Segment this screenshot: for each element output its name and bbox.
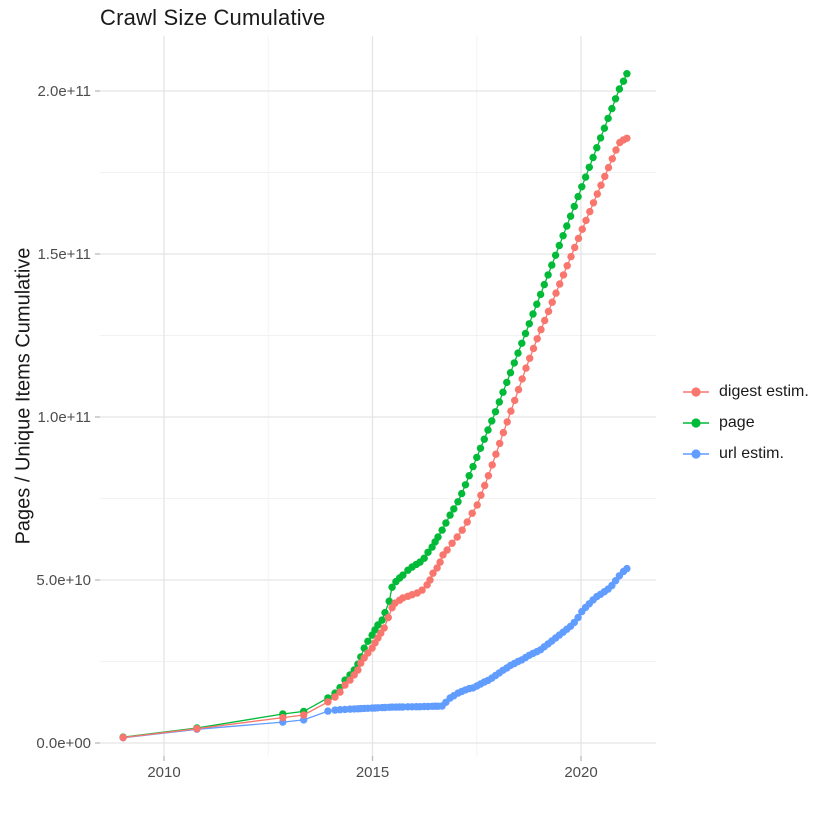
- y-tick-label: 1.0e+11: [37, 409, 91, 426]
- x-tick-label: 2015: [356, 764, 389, 781]
- legend-label: page: [719, 413, 755, 431]
- y-tick-label: 0.0e+00: [36, 735, 91, 752]
- series-points-page: [119, 70, 631, 741]
- series-points-digest-estim: [119, 134, 631, 742]
- series-url-estim: [119, 564, 631, 742]
- legend-key-icon-digest-estim: [683, 386, 709, 397]
- x-tick-label: 2020: [564, 764, 597, 781]
- series-digest-estim: [119, 134, 631, 742]
- x-tick-label: 2010: [147, 764, 180, 781]
- y-axis-tick-labels: 0.0e+00 5.0e+10 1.0e+11 1.5e+11 2.0e+11: [36, 83, 91, 752]
- legend-key-icon-url-estim: [683, 448, 709, 459]
- chart-title: Crawl Size Cumulative: [100, 5, 326, 30]
- legend-item-digest-estim: digest estim.: [681, 376, 809, 407]
- legend-label: digest estim.: [719, 382, 809, 400]
- series-page: [119, 70, 631, 741]
- grid-minor: [100, 36, 656, 756]
- y-tick-label: 1.5e+11: [37, 246, 91, 263]
- legend-key-icon-page: [683, 417, 709, 428]
- grid-major: [100, 36, 656, 756]
- series-line-url-estim: [123, 568, 628, 739]
- legend-item-page: page: [681, 407, 809, 438]
- series-points-url-estim: [119, 564, 631, 742]
- x-axis-tick-labels: 2010 2015 2020: [147, 764, 597, 781]
- legend: digest estim. page url estim.: [681, 376, 809, 469]
- legend-item-url-estim: url estim.: [681, 438, 809, 469]
- y-tick-label: 5.0e+10: [36, 572, 91, 589]
- axis-ticks: [95, 90, 582, 761]
- y-tick-label: 2.0e+11: [37, 83, 91, 100]
- legend-label: url estim.: [719, 444, 784, 462]
